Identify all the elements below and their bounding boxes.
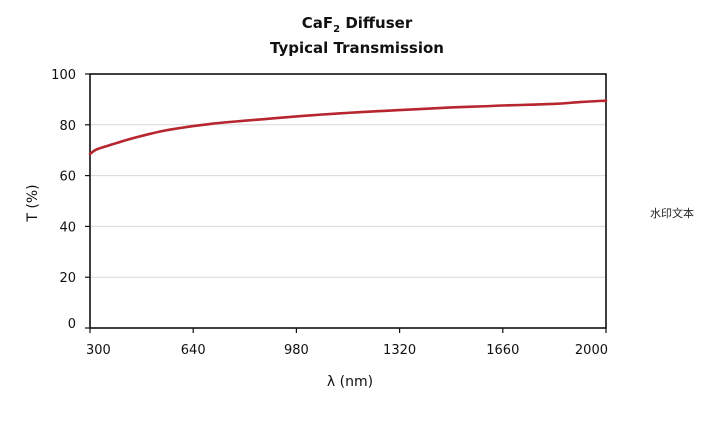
title-formula-rest: Diffuser	[340, 14, 413, 32]
chart-title: CaF2 Diffuser	[302, 14, 413, 35]
chart-subtitle: Typical Transmission	[270, 39, 444, 57]
title-formula-subscript: 2	[333, 24, 340, 35]
y-axis-ticks: 0 20 40 60 80 100	[51, 68, 90, 332]
y-tick-label: 100	[51, 68, 76, 83]
y-tick-label: 40	[59, 220, 76, 235]
x-tick-label: 2000	[575, 343, 608, 358]
y-axis-label: T (%)	[25, 184, 41, 222]
y-tick-label: 0	[68, 317, 76, 332]
grid-lines	[90, 124, 606, 278]
x-tick-label: 640	[181, 343, 206, 358]
y-tick-label: 80	[59, 119, 76, 134]
x-tick-label: 1320	[383, 343, 416, 358]
x-tick-label: 300	[86, 343, 111, 358]
x-tick-label: 980	[284, 343, 309, 358]
series-line-transmission	[88, 99, 608, 156]
watermark-text: 水印文本	[650, 206, 694, 220]
x-axis-ticks: 300 640 980 1320 1660 2000	[86, 328, 608, 358]
x-tick-label: 1660	[486, 343, 519, 358]
y-tick-label: 60	[59, 170, 76, 185]
y-tick-label: 20	[59, 271, 76, 286]
title-formula-main: CaF	[302, 14, 333, 32]
plot-area	[89, 73, 607, 329]
x-axis-label: λ (nm)	[327, 374, 373, 390]
